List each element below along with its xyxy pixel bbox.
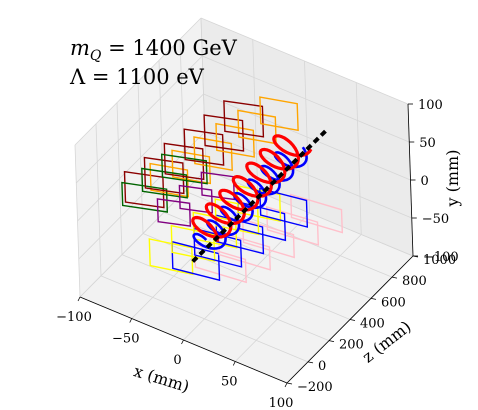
z-tick-label: 400 — [360, 317, 385, 332]
frame-darkred — [163, 142, 205, 181]
frame-purple — [178, 184, 214, 214]
grid-line-y — [79, 169, 207, 298]
z-tick — [349, 319, 356, 321]
grid-line-y — [75, 55, 203, 184]
track-black-dashed — [191, 128, 328, 263]
x-tick — [232, 361, 236, 366]
grid-line-y — [203, 93, 411, 181]
grid-line-z — [163, 211, 372, 299]
z-tick-label: 1000 — [423, 253, 456, 268]
grid-line-y — [205, 169, 414, 257]
z-tick — [391, 276, 398, 279]
y-tick-label: −50 — [422, 212, 449, 227]
tick-labels: −100−50050100−20002004006008001000−100−5… — [56, 98, 459, 410]
frame-pink — [290, 193, 344, 234]
y-tick-label: 100 — [418, 98, 443, 113]
frame-pink — [241, 218, 295, 259]
frame-darkred — [223, 100, 265, 138]
frame-orange — [149, 162, 190, 198]
frame-green — [160, 153, 208, 185]
frame-darkred — [183, 128, 225, 166]
grid-line-y — [74, 17, 202, 146]
grid-line-y — [77, 93, 204, 222]
z-tick — [286, 382, 293, 385]
mass-annotation: mQ = 1400 GeV — [70, 36, 238, 64]
frame-orange — [193, 136, 233, 172]
frame-pink — [265, 206, 320, 246]
grid-line-y — [202, 55, 410, 143]
x-axis-label: x (mm) — [132, 361, 192, 396]
x-tick-label: −100 — [56, 310, 92, 325]
frame-orange — [237, 109, 277, 145]
x-tick — [181, 339, 184, 345]
y-tick-label: 50 — [419, 136, 436, 151]
grid-line-y — [200, 17, 409, 105]
frame-darkred — [143, 156, 185, 195]
x-tick-label: 100 — [269, 396, 294, 410]
z-tick-label: −200 — [297, 380, 333, 395]
z-tick — [307, 361, 314, 364]
lambda-annotation: Λ = 1100 eV — [69, 65, 205, 89]
grid-line-y — [204, 131, 412, 219]
grid-line-z — [184, 190, 393, 278]
data-series — [121, 96, 344, 284]
x-tick — [129, 318, 133, 323]
frame-green — [141, 167, 188, 199]
x-tick-label: −50 — [112, 332, 139, 347]
z-tick-label: 800 — [402, 274, 427, 289]
frame-pink — [217, 230, 271, 271]
x-tick — [284, 382, 288, 388]
grid-line-z — [100, 275, 309, 363]
z-tick-label: 600 — [381, 295, 406, 310]
y-tick-label: −100 — [423, 250, 459, 265]
z-tick — [328, 340, 335, 343]
x-tick — [77, 296, 81, 302]
frame-yellow — [236, 184, 282, 222]
frame-orange — [259, 96, 299, 132]
frame-yellow — [148, 238, 194, 276]
grid-line-y — [78, 131, 206, 260]
z-tick-label: 200 — [339, 338, 364, 353]
frame-darkred — [203, 114, 245, 152]
y-tick-label: 0 — [421, 174, 429, 189]
frame-yellow — [170, 224, 216, 262]
grid-line-z — [121, 254, 330, 342]
tick-marks — [77, 103, 419, 388]
z-tick — [370, 297, 377, 300]
frame-orange — [171, 149, 212, 185]
y-axis-label: y (mm) — [443, 150, 462, 208]
x-tick-label: 50 — [221, 375, 238, 390]
x-tick-label: 0 — [173, 353, 181, 368]
z-tick-label: 0 — [318, 359, 326, 374]
frame-orange — [215, 122, 255, 158]
frame-purple — [156, 198, 192, 227]
frame-green — [121, 181, 169, 213]
